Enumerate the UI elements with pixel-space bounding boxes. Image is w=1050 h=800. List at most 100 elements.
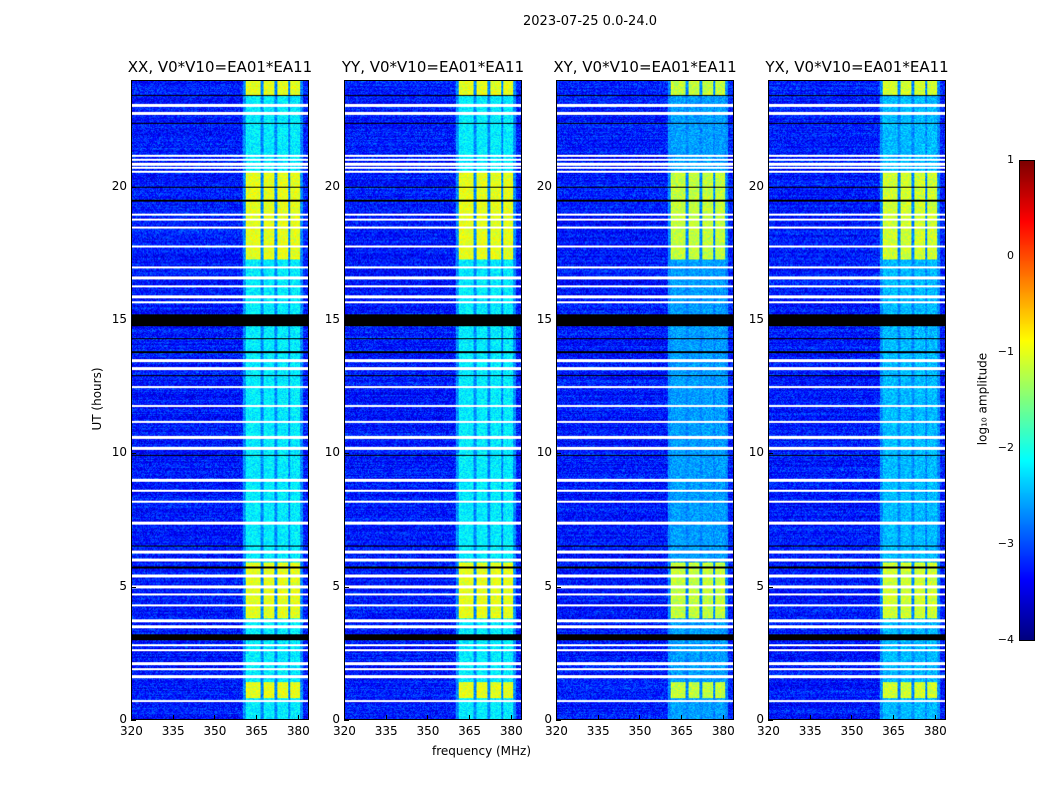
x-tick-mark (556, 715, 557, 720)
x-tick-mark (639, 715, 641, 720)
x-tick-mark (597, 715, 599, 720)
y-tick-label: 15 (748, 312, 764, 326)
x-tick-mark (427, 715, 429, 720)
y-tick-label: 10 (536, 445, 552, 460)
panel-title-xy: XY, V0*V10=EA01*EA11 (553, 58, 737, 76)
x-tick-label: 350 (628, 724, 652, 738)
x-tick-label: 350 (840, 724, 864, 738)
x-tick-label: 380 (286, 724, 310, 738)
panel-title-xx: XX, V0*V10=EA01*EA11 (127, 58, 313, 76)
x-tick-mark (893, 715, 895, 720)
y-tick-label: 15 (111, 312, 127, 326)
y-tick-mark (556, 453, 561, 455)
y-tick-label: 5 (756, 578, 764, 593)
y-axis-label: UT (hours) (90, 367, 104, 431)
x-tick-label: 320 (120, 724, 143, 738)
x-tick-label: 350 (416, 724, 440, 738)
y-tick-label: 5 (332, 578, 340, 593)
y-tick-mark (768, 320, 773, 321)
y-tick-label: 0 (119, 712, 127, 726)
x-tick-mark (469, 715, 471, 720)
heatmap-yy (344, 80, 522, 720)
colorbar-tick-label: −1 (997, 345, 1014, 358)
colorbar-label: log₁₀ amplitude (975, 352, 990, 446)
x-tick-label: 320 (333, 724, 356, 738)
y-tick-label: 15 (536, 312, 552, 326)
x-tick-label: 320 (545, 724, 568, 738)
x-tick-mark (297, 715, 299, 720)
x-tick-mark (256, 715, 258, 720)
y-tick-mark (344, 186, 349, 188)
colorbar-tick-label: 1 (1007, 153, 1014, 166)
y-tick-mark (556, 586, 561, 588)
y-tick-mark (344, 720, 349, 721)
x-tick-label: 335 (161, 724, 185, 738)
x-tick-mark (851, 715, 853, 720)
colorbar (1019, 160, 1035, 641)
panel-title-yy: YY, V0*V10=EA01*EA11 (341, 58, 525, 76)
x-tick-mark (934, 715, 936, 720)
x-tick-label: 335 (374, 724, 398, 738)
colorbar-tick-label: 0 (1007, 249, 1014, 262)
colorbar-tick-label: −2 (997, 441, 1014, 454)
y-tick-mark (131, 586, 136, 588)
x-tick-mark (768, 715, 769, 720)
x-tick-label: 320 (757, 724, 780, 738)
x-tick-mark (681, 715, 683, 720)
x-tick-label: 335 (798, 724, 822, 738)
x-tick-label: 380 (711, 724, 735, 738)
y-tick-mark (556, 186, 561, 188)
x-tick-label: 365 (458, 724, 482, 738)
figure-title: 2023-07-25 0.0-24.0 (523, 14, 657, 29)
y-tick-mark (556, 320, 561, 321)
x-tick-mark (214, 715, 216, 720)
y-tick-mark (131, 186, 136, 188)
y-tick-label: 20 (324, 178, 340, 193)
y-tick-label: 10 (324, 445, 340, 460)
y-tick-label: 15 (324, 312, 340, 326)
x-tick-label: 365 (882, 724, 906, 738)
y-tick-label: 5 (119, 578, 127, 593)
heatmap-xx (131, 80, 309, 720)
colorbar-tick-label: −3 (997, 537, 1014, 550)
x-tick-mark (131, 715, 132, 720)
y-tick-mark (768, 453, 773, 455)
x-tick-label: 350 (203, 724, 227, 738)
y-tick-mark (768, 586, 773, 588)
y-tick-mark (768, 720, 773, 721)
y-tick-label: 0 (332, 712, 340, 726)
x-tick-label: 365 (245, 724, 269, 738)
y-tick-mark (344, 453, 349, 455)
x-tick-label: 365 (670, 724, 694, 738)
y-tick-label: 20 (111, 178, 127, 193)
colorbar-tick-label: −4 (997, 633, 1014, 646)
heatmap-yx (768, 80, 946, 720)
y-tick-mark (131, 720, 136, 721)
x-tick-mark (722, 715, 724, 720)
y-tick-label: 0 (544, 712, 552, 726)
y-tick-mark (131, 453, 136, 455)
x-tick-mark (510, 715, 512, 720)
x-tick-mark (344, 715, 345, 720)
y-tick-mark (768, 186, 773, 188)
panel-title-yx: YX, V0*V10=EA01*EA11 (765, 58, 949, 76)
y-tick-label: 5 (544, 578, 552, 593)
y-tick-label: 10 (111, 445, 127, 460)
x-tick-mark (172, 715, 174, 720)
x-tick-label: 380 (923, 724, 947, 738)
y-tick-label: 20 (536, 178, 552, 193)
y-tick-mark (131, 320, 136, 321)
x-tick-label: 335 (586, 724, 610, 738)
y-tick-label: 20 (748, 178, 764, 193)
y-tick-label: 10 (748, 445, 764, 460)
x-axis-label: frequency (MHz) (432, 744, 532, 758)
y-tick-mark (556, 720, 561, 721)
x-tick-mark (809, 715, 811, 720)
x-tick-label: 380 (499, 724, 523, 738)
y-tick-label: 0 (756, 712, 764, 726)
y-tick-mark (344, 586, 349, 588)
y-tick-mark (344, 320, 349, 321)
x-tick-mark (385, 715, 387, 720)
heatmap-xy (556, 80, 734, 720)
